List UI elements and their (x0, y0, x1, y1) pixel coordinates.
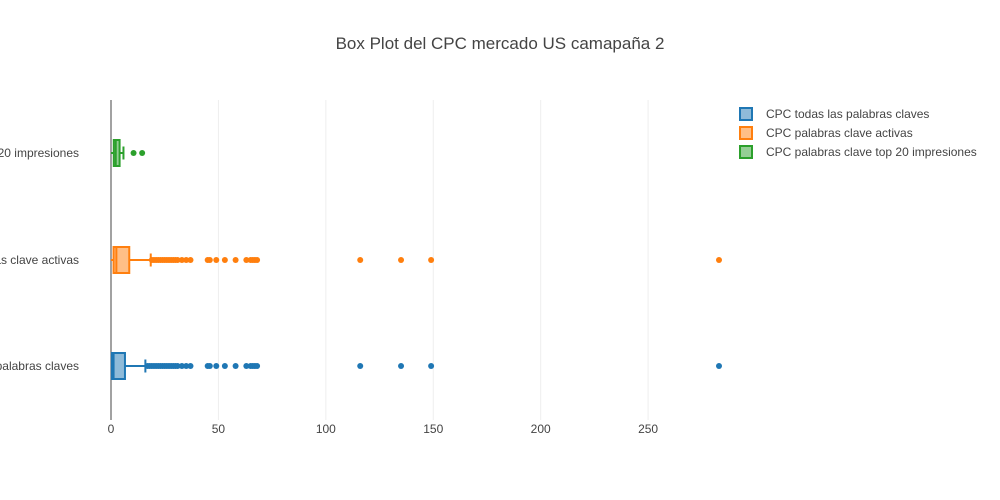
legend-label[interactable]: CPC todas las palabras claves (766, 107, 929, 121)
legend-label[interactable]: CPC palabras clave top 20 impresiones (766, 145, 977, 159)
outlier-point (221, 257, 228, 263)
y-tick-label: CPC palabras clave top 20 impresiones (0, 146, 79, 160)
outlier-point (206, 363, 213, 369)
box-iqr (110, 352, 126, 380)
outlier-point (221, 363, 228, 369)
chart-title: Box Plot del CPC mercado US camapaña 2 (335, 34, 665, 53)
outlier-point (183, 363, 190, 369)
outlier-point (398, 257, 405, 263)
y-tick-label: CPC palabras clave activas (0, 253, 79, 267)
outlier-point (254, 257, 261, 263)
outlier-point (232, 363, 239, 369)
outlier-point (357, 257, 364, 263)
box-iqr (112, 246, 131, 274)
outlier-point (232, 257, 239, 263)
x-tick-label: 150 (423, 422, 443, 436)
outlier-point (213, 363, 220, 369)
outlier-point (213, 257, 220, 263)
outlier-point (398, 363, 405, 369)
outlier-point (254, 363, 261, 369)
outlier-point (178, 257, 185, 263)
outlier-point (428, 363, 435, 369)
x-tick-label: 250 (638, 422, 658, 436)
outlier-point (243, 363, 250, 369)
outlier-point (428, 257, 435, 263)
x-tick-label: 50 (212, 422, 226, 436)
y-tick-label: CPC todas las palabras claves (0, 359, 79, 373)
outlier-point (130, 150, 137, 156)
x-tick-label: 100 (316, 422, 336, 436)
outlier-point (174, 363, 181, 369)
x-tick-label: 0 (108, 422, 115, 436)
outlier-point (243, 257, 250, 263)
outlier-point (174, 257, 181, 263)
outlier-point (178, 363, 185, 369)
outlier-point (139, 150, 146, 156)
outlier-point (716, 257, 722, 263)
outlier-point (187, 363, 194, 369)
legend-swatch[interactable] (739, 107, 753, 121)
outlier-point (206, 257, 213, 263)
legend-label[interactable]: CPC palabras clave activas (766, 126, 913, 140)
outlier-point (357, 363, 364, 369)
x-tick-label: 200 (531, 422, 551, 436)
outlier-point (183, 257, 190, 263)
outlier-point (187, 257, 194, 263)
outlier-point (716, 363, 722, 369)
legend-swatch[interactable] (739, 126, 753, 140)
legend-swatch[interactable] (739, 145, 753, 159)
